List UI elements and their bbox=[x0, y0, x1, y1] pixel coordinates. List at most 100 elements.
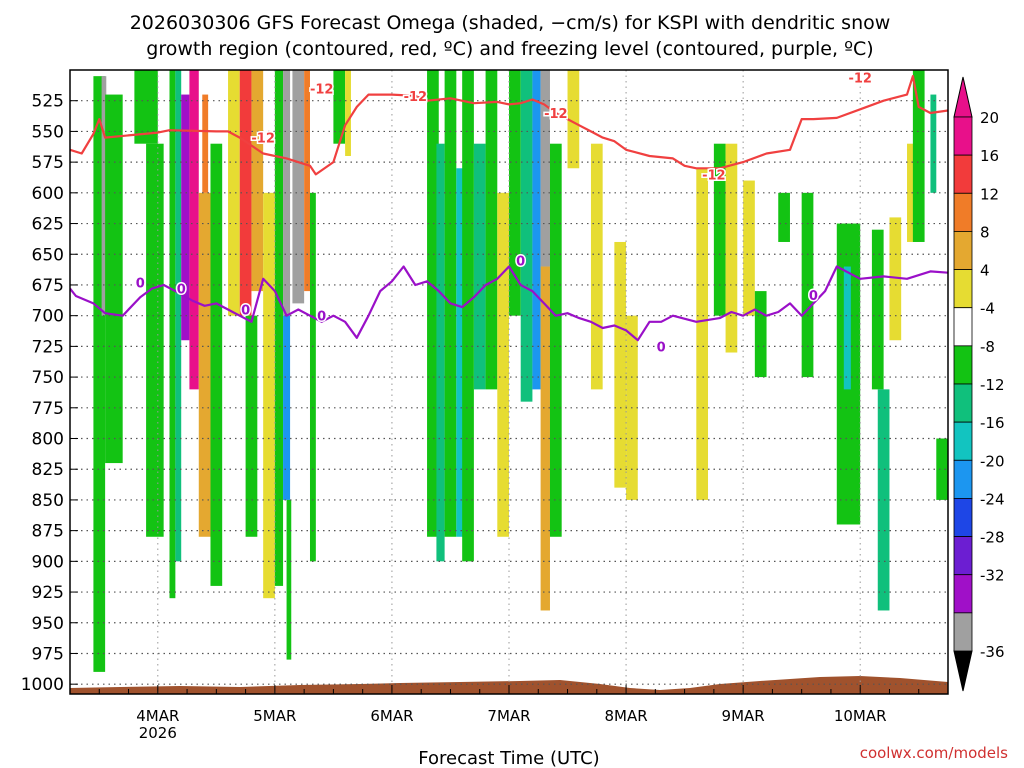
contour-label: 0 bbox=[136, 277, 145, 292]
omega-cell bbox=[877, 389, 890, 611]
omega-cell bbox=[540, 70, 550, 267]
omega-cell bbox=[436, 143, 445, 562]
colorbar-label: 8 bbox=[980, 223, 990, 241]
contour-label: -12 bbox=[404, 90, 428, 105]
omega-cell bbox=[509, 70, 521, 316]
plot-area: -12 -12 -12 -12 -12 -12 0 0 0 0 0 0 0 bbox=[69, 69, 949, 695]
omega-cell bbox=[497, 192, 509, 537]
omega-cell bbox=[210, 143, 223, 586]
x-tick-label: 9MAR bbox=[722, 707, 765, 725]
omega-cell bbox=[245, 315, 258, 537]
omega-cell bbox=[590, 143, 603, 390]
contour-lines bbox=[70, 74, 948, 342]
omega-cell bbox=[239, 70, 252, 316]
contour-line bbox=[70, 74, 948, 176]
colorbar-swatch bbox=[953, 192, 973, 232]
x-tick-label: 5MAR bbox=[253, 707, 296, 725]
contour-label: 0 bbox=[809, 289, 818, 304]
x-tick-label: 6MAR bbox=[370, 707, 413, 725]
omega-cell bbox=[549, 143, 562, 537]
omega-cell bbox=[725, 143, 738, 353]
omega-cell bbox=[202, 94, 209, 193]
omega-cell bbox=[696, 168, 709, 500]
omega-cell bbox=[427, 70, 439, 537]
colorbar-label: -36 bbox=[980, 643, 1005, 661]
omega-cell bbox=[333, 70, 346, 144]
colorbar-swatch bbox=[953, 269, 973, 309]
omega-cell bbox=[251, 70, 264, 292]
colorbar-swatch bbox=[953, 231, 973, 270]
omega-cell bbox=[228, 70, 240, 316]
x-tick-label: 7MAR bbox=[487, 707, 530, 725]
omega-cell bbox=[263, 192, 275, 599]
omega-cell bbox=[93, 76, 106, 672]
omega-cell bbox=[843, 266, 851, 390]
y-tick-label: 550 bbox=[32, 122, 64, 142]
y-tick-label: 1000 bbox=[21, 675, 64, 695]
chart-title-line2: growth region (contoured, red, ºC) and f… bbox=[146, 38, 873, 60]
omega-cell bbox=[169, 70, 176, 599]
colorbar-label: 16 bbox=[980, 147, 999, 165]
omega-cell bbox=[175, 70, 182, 562]
omega-cell bbox=[778, 192, 790, 242]
omega-cell bbox=[304, 70, 310, 292]
x-tick-sublabel: 2026 bbox=[139, 724, 177, 742]
contour-labels: -12 -12 -12 -12 -12 -12 0 0 0 0 0 0 0 bbox=[134, 70, 873, 357]
contour-label: -12 bbox=[848, 71, 872, 86]
contour-label: 0 bbox=[657, 340, 666, 355]
contour-label: 0 bbox=[177, 283, 186, 298]
y-tick-label: 750 bbox=[32, 368, 64, 388]
y-tick-label: 650 bbox=[32, 245, 64, 265]
colorbar-label: -8 bbox=[980, 338, 995, 356]
omega-cell bbox=[912, 70, 925, 242]
y-tick-label: 950 bbox=[32, 614, 64, 634]
omega-cell bbox=[283, 70, 291, 316]
omega-cell bbox=[567, 70, 580, 169]
contour-label: -12 bbox=[251, 132, 275, 147]
colorbar-label: -32 bbox=[980, 567, 1005, 585]
x-tick-label: 4MAR bbox=[136, 707, 179, 725]
omega-cell bbox=[871, 229, 884, 390]
omega-cell bbox=[462, 70, 474, 562]
colorbar-label: 12 bbox=[980, 185, 999, 203]
omega-cell bbox=[743, 180, 755, 316]
omega-cell bbox=[274, 70, 284, 586]
colorbar-swatch bbox=[953, 498, 973, 537]
contour-label: -12 bbox=[310, 82, 334, 97]
y-tick-label: 675 bbox=[32, 276, 64, 296]
colorbar-label: -20 bbox=[980, 452, 1005, 470]
contour-label: -12 bbox=[544, 107, 568, 122]
colorbar-swatch bbox=[953, 154, 973, 194]
omega-cell bbox=[532, 70, 541, 390]
contour-label: 0 bbox=[516, 254, 525, 269]
y-tick-label: 600 bbox=[32, 184, 64, 204]
colorbar-swatch bbox=[953, 307, 973, 347]
y-tick-label: 825 bbox=[32, 460, 64, 480]
y-tick-label: 575 bbox=[32, 153, 64, 173]
contour-line bbox=[70, 265, 948, 342]
y-tick-label: 850 bbox=[32, 491, 64, 511]
y-tick-label: 525 bbox=[32, 92, 64, 112]
y-axis: 525 550 575 600 625 650 675 700 725 750 775 800 825 8… bbox=[21, 92, 78, 695]
y-tick-label: 800 bbox=[32, 430, 64, 450]
omega-cell bbox=[540, 266, 550, 611]
colorbar-label: -24 bbox=[980, 490, 1005, 508]
omega-cell bbox=[198, 192, 211, 537]
y-tick-label: 625 bbox=[32, 215, 64, 235]
colorbar-swatch bbox=[953, 612, 973, 652]
colorbar-swatch bbox=[953, 116, 973, 156]
y-tick-label: 875 bbox=[32, 522, 64, 542]
y-tick-label: 725 bbox=[32, 337, 64, 357]
colorbar-swatch bbox=[953, 345, 973, 385]
omega-cell bbox=[713, 143, 726, 316]
omega-cell bbox=[181, 94, 190, 341]
colorbar-swatch bbox=[953, 536, 973, 576]
x-tick-label: 8MAR bbox=[604, 707, 647, 725]
omega-cell bbox=[614, 241, 627, 488]
colorbar-swatch bbox=[953, 459, 973, 499]
colorbar-swatch bbox=[953, 574, 973, 614]
colorbar-label: -28 bbox=[980, 529, 1005, 547]
omega-cell bbox=[146, 143, 164, 537]
